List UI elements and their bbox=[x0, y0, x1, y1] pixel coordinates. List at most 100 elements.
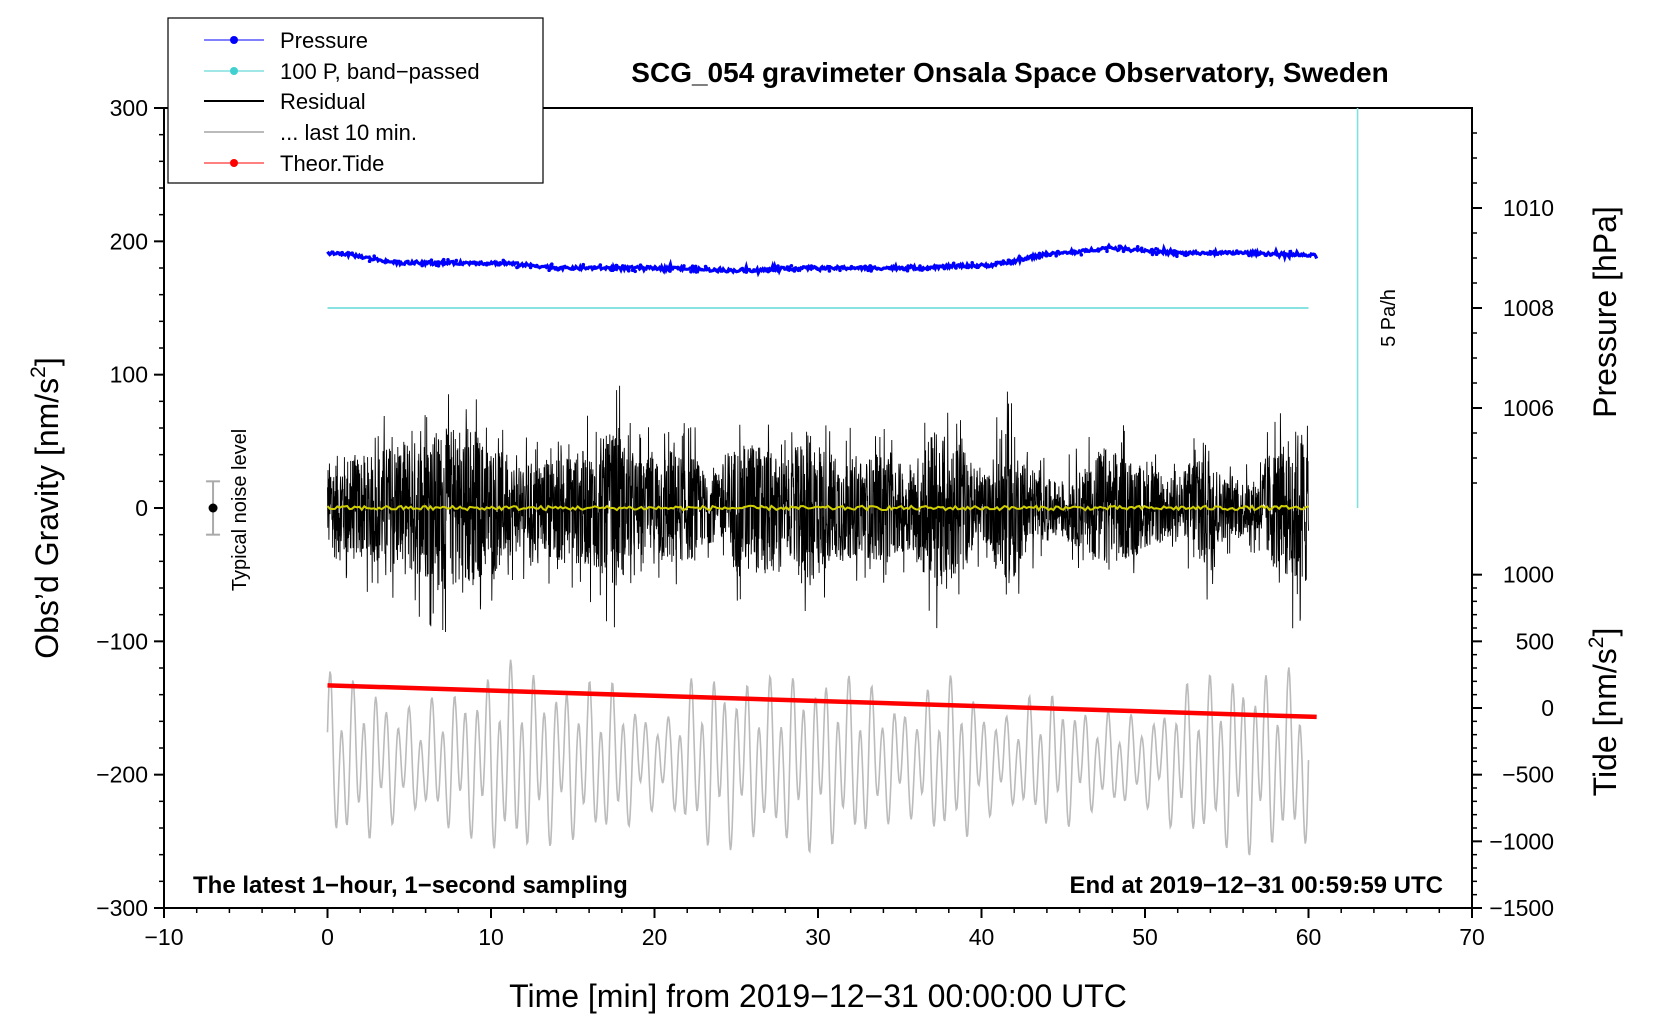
pressure-point bbox=[478, 260, 482, 265]
y-axis-title-tide-text: Tide [nm/s bbox=[1587, 648, 1623, 796]
pressure-point bbox=[340, 250, 345, 255]
pressure-point bbox=[645, 265, 650, 269]
pressure-point bbox=[682, 264, 686, 268]
pressure-point bbox=[1205, 251, 1209, 256]
y-left-tick-label: −100 bbox=[96, 628, 148, 654]
pressure-point bbox=[809, 264, 814, 268]
y-axis-title-tide-sup: 2 bbox=[1585, 637, 1608, 649]
y-left-tick-label: 100 bbox=[110, 362, 148, 388]
series-last-10-min bbox=[326, 659, 1310, 856]
pressure-point bbox=[928, 265, 933, 270]
pressure-point bbox=[528, 265, 533, 270]
pressure-point bbox=[998, 260, 1002, 265]
pressure-point bbox=[1072, 249, 1077, 254]
pressure-point bbox=[699, 267, 704, 272]
pressure-point bbox=[920, 266, 925, 271]
x-tick-label: 40 bbox=[969, 924, 995, 950]
series-theor-tide bbox=[327, 683, 1317, 720]
pressure-point bbox=[1175, 254, 1179, 258]
pressure-point bbox=[626, 269, 631, 273]
pressure-point bbox=[638, 263, 643, 268]
x-tick-label: 30 bbox=[805, 924, 831, 950]
y-left-tick-label: 300 bbox=[110, 95, 148, 121]
legend-label-bandpassed: 100 P, band−passed bbox=[280, 59, 480, 84]
pressure-point bbox=[556, 267, 560, 272]
pressure-point bbox=[1079, 253, 1084, 257]
chart-title: SCG_054 gravimeter Onsala Space Observat… bbox=[631, 57, 1388, 88]
pressure-point bbox=[690, 264, 695, 269]
pressure-point bbox=[1225, 251, 1229, 256]
noise-bar-dot bbox=[208, 503, 218, 513]
pressure-point bbox=[454, 258, 459, 263]
pressure-point bbox=[925, 267, 930, 272]
y-left-tick-label: −200 bbox=[96, 762, 148, 788]
pressure-point bbox=[446, 258, 450, 262]
pressure-point bbox=[693, 264, 698, 269]
legend: Pressure 100 P, band−passed Residual ...… bbox=[167, 17, 544, 184]
legend-entry-last10: ... last 10 min. bbox=[204, 120, 417, 145]
tick-labels: −10 0 10 20 30 40 50 60 70−300−200−1000100200300… bbox=[96, 95, 1554, 950]
pressure-point bbox=[1056, 249, 1060, 254]
pressure-point bbox=[765, 267, 770, 271]
pressure-point bbox=[436, 260, 441, 265]
pressure-point bbox=[792, 269, 797, 273]
pressure-point bbox=[1135, 245, 1140, 249]
x-tick-label: 0 bbox=[321, 924, 334, 950]
pressure-point bbox=[863, 264, 868, 269]
pressure-point bbox=[797, 266, 801, 271]
pressure-point bbox=[785, 265, 790, 269]
tide-tick-label: −1500 bbox=[1489, 895, 1554, 921]
pressure-point bbox=[471, 260, 475, 265]
pressure-point bbox=[1186, 252, 1190, 257]
pressure-point bbox=[776, 264, 780, 268]
tide-tick-label: 0 bbox=[1541, 695, 1554, 721]
legend-label-pressure: Pressure bbox=[280, 28, 368, 53]
pressure-point bbox=[905, 268, 910, 273]
pressure-point bbox=[1006, 258, 1011, 263]
pressure-point bbox=[942, 266, 947, 271]
legend-entry-bandpassed: 100 P, band−passed bbox=[204, 59, 480, 84]
pressure-point bbox=[1208, 252, 1213, 256]
pressure-point bbox=[1247, 253, 1251, 258]
pressure-point bbox=[951, 261, 956, 266]
pressure-point bbox=[1154, 252, 1159, 256]
pressure-point bbox=[891, 266, 896, 271]
rate-bar-label: 5 Pa/h bbox=[1378, 289, 1400, 347]
pressure-point bbox=[630, 268, 635, 273]
x-tick-label: 70 bbox=[1459, 924, 1485, 950]
pressure-point bbox=[869, 269, 873, 273]
pressure-point bbox=[620, 266, 624, 270]
pressure-point bbox=[497, 263, 502, 267]
pressure-point bbox=[550, 262, 554, 267]
pressure-point bbox=[838, 268, 842, 273]
pressure-point bbox=[429, 258, 434, 263]
y-left-tick-label: 200 bbox=[110, 228, 148, 254]
pressure-point bbox=[1049, 252, 1054, 256]
pressure-point bbox=[1054, 254, 1058, 258]
tide-tick-label: −1000 bbox=[1489, 828, 1554, 854]
y-left-tick-label: 0 bbox=[135, 495, 148, 521]
pressure-point bbox=[516, 265, 520, 269]
pressure-point bbox=[441, 257, 446, 262]
pressure-point bbox=[1017, 254, 1022, 259]
pressure-point bbox=[906, 264, 910, 268]
pressure-point bbox=[484, 262, 489, 267]
pressure-point bbox=[994, 260, 998, 265]
pressure-point bbox=[676, 265, 680, 270]
pressure-point bbox=[771, 268, 776, 273]
pressure-point bbox=[1235, 249, 1239, 253]
pressure-point bbox=[1172, 249, 1177, 253]
y-axis-title-left-close: ] bbox=[29, 357, 65, 366]
pressure-point bbox=[547, 268, 551, 273]
pressure-point bbox=[966, 265, 971, 270]
annotation-bottom-left: The latest 1−hour, 1−second sampling bbox=[193, 872, 628, 899]
x-tick-label: 10 bbox=[478, 924, 504, 950]
legend-label-tide: Theor.Tide bbox=[280, 151, 384, 176]
pressure-point bbox=[1297, 253, 1301, 257]
series-layer bbox=[326, 242, 1319, 856]
pressure-point bbox=[1085, 248, 1089, 252]
pressure-point bbox=[694, 270, 699, 274]
legend-entry-tide: Theor.Tide bbox=[204, 151, 384, 176]
legend-label-last10: ... last 10 min. bbox=[280, 120, 417, 145]
pressure-point bbox=[1139, 246, 1144, 251]
